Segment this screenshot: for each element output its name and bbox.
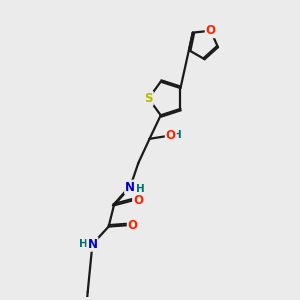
Text: N: N xyxy=(125,181,135,194)
Text: O: O xyxy=(166,129,176,142)
Text: H: H xyxy=(136,184,145,194)
Text: S: S xyxy=(144,92,153,105)
Text: N: N xyxy=(87,238,98,251)
Text: O: O xyxy=(133,194,143,207)
Text: O: O xyxy=(128,219,138,232)
Text: O: O xyxy=(206,24,216,37)
Text: H: H xyxy=(79,239,87,249)
Text: H: H xyxy=(172,130,181,140)
